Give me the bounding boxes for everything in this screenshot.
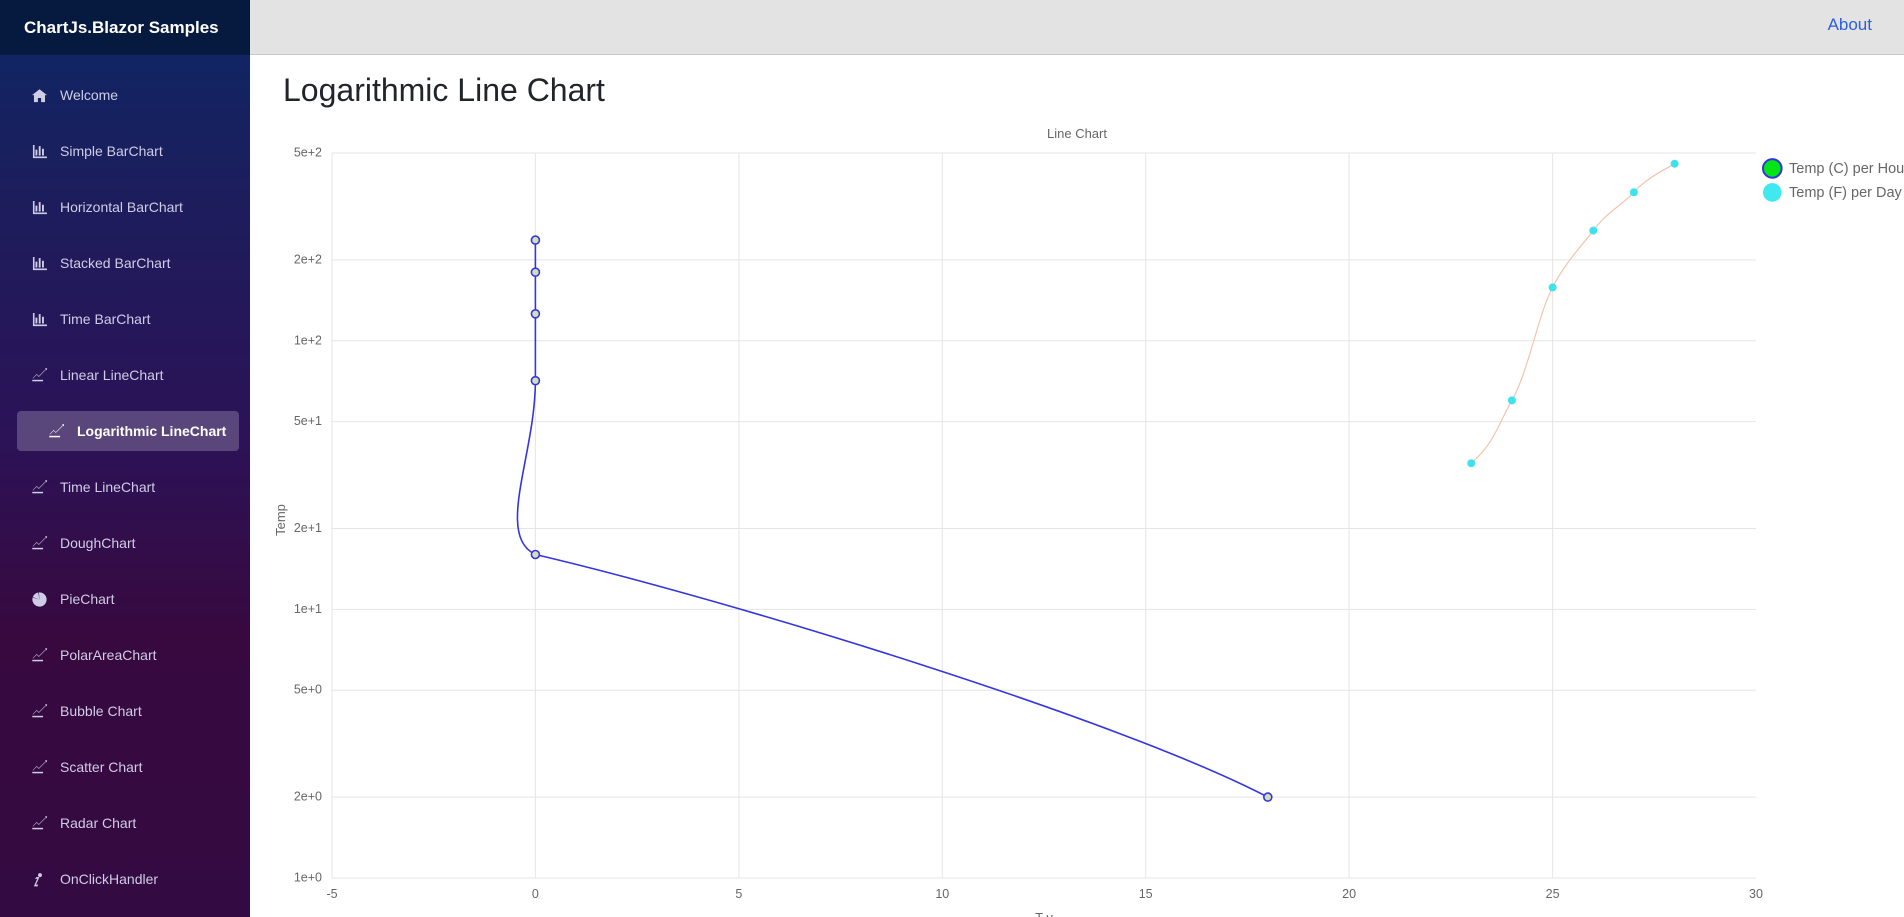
svg-text:1e+1: 1e+1 <box>294 602 322 616</box>
svg-text:-5: -5 <box>326 887 337 901</box>
svg-text:0: 0 <box>532 887 539 901</box>
svg-text:25: 25 <box>1546 887 1560 901</box>
svg-text:T v: T v <box>1035 910 1053 917</box>
svg-text:1e+0: 1e+0 <box>294 871 322 885</box>
svg-text:30: 30 <box>1749 887 1763 901</box>
svg-text:Temp: Temp <box>273 504 288 536</box>
svg-text:Line Chart: Line Chart <box>1047 126 1107 141</box>
svg-text:2e+0: 2e+0 <box>294 790 322 804</box>
svg-text:2e+2: 2e+2 <box>294 252 322 266</box>
svg-text:Temp (C) per Hour: Temp (C) per Hour <box>1789 161 1904 177</box>
svg-text:1e+2: 1e+2 <box>294 333 322 347</box>
svg-text:15: 15 <box>1139 887 1153 901</box>
svg-text:Temp (F) per Day: Temp (F) per Day <box>1789 185 1903 201</box>
svg-text:5e+2: 5e+2 <box>294 146 322 160</box>
svg-text:20: 20 <box>1342 887 1356 901</box>
svg-text:5: 5 <box>735 887 742 901</box>
svg-text:5e+0: 5e+0 <box>294 683 322 697</box>
svg-text:5e+1: 5e+1 <box>294 414 322 428</box>
svg-text:2e+1: 2e+1 <box>294 521 322 535</box>
svg-text:10: 10 <box>935 887 949 901</box>
